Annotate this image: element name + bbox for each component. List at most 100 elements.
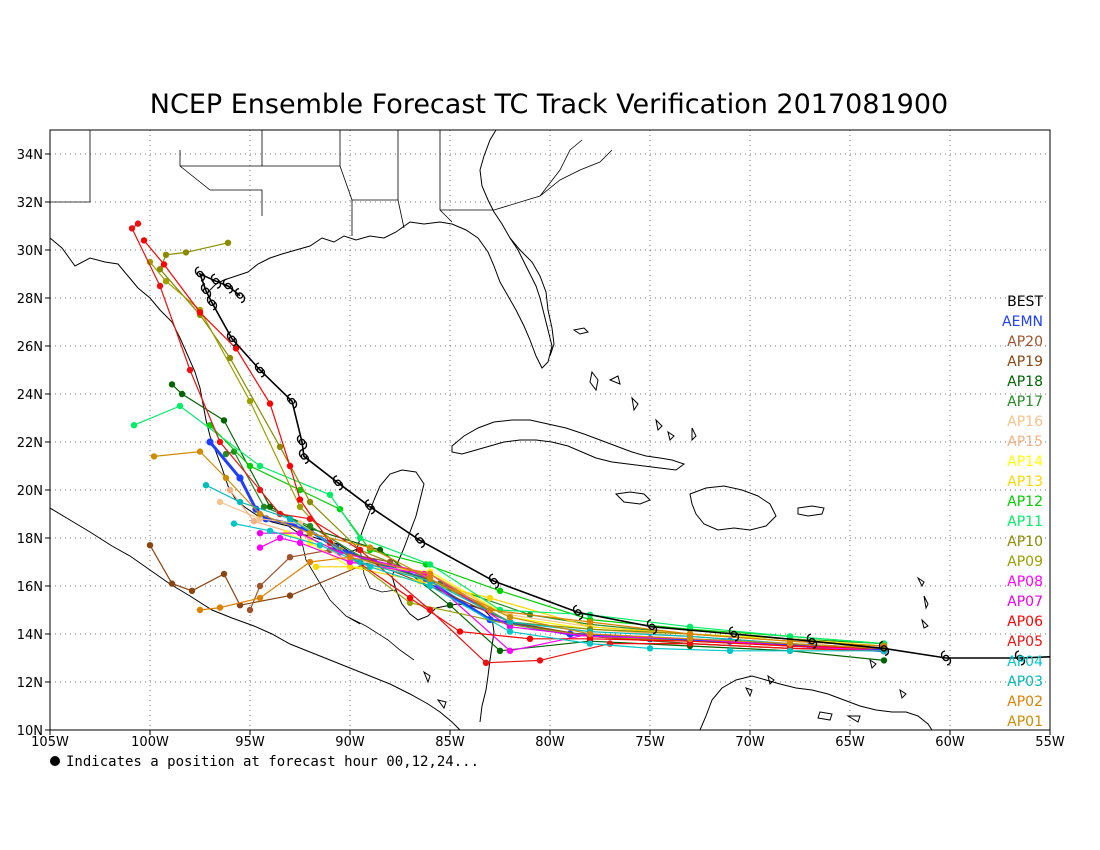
y-tick-label: 12N <box>17 676 43 691</box>
track-position-point <box>178 390 186 398</box>
track-line <box>199 556 885 647</box>
track-position-point <box>346 554 354 561</box>
track-position-point <box>196 309 204 316</box>
track-position-point <box>686 630 694 638</box>
track-position-point <box>266 527 274 534</box>
track-position-point <box>686 623 694 630</box>
track-position-point <box>786 640 794 647</box>
legend-entry: AP19 <box>1007 354 1043 370</box>
track-position-point <box>230 448 238 455</box>
legend-entry: AP02 <box>1007 694 1043 710</box>
track-position-point <box>726 647 734 654</box>
track-position-point <box>162 251 170 258</box>
hurricane-symbol-icon <box>728 626 740 642</box>
y-tick-label: 16N <box>17 580 43 595</box>
legend-entry: AP11 <box>1007 514 1043 530</box>
footnote-bullet <box>50 756 60 766</box>
y-tick-label: 20N <box>17 484 43 499</box>
page-title: NCEP Ensemble Forecast TC Track Verifica… <box>150 89 948 120</box>
track-position-point <box>260 503 268 510</box>
track-position-point <box>296 539 304 546</box>
x-tick-label: 70W <box>735 735 765 750</box>
hurricane-symbol-icon <box>254 362 266 378</box>
y-tick-label: 22N <box>17 436 43 451</box>
track-position-point <box>496 587 504 594</box>
track-position-point <box>326 491 334 498</box>
hurricane-symbol-icon <box>286 393 298 409</box>
track-position-point <box>168 580 176 587</box>
track-position-point <box>312 563 320 570</box>
central-america-coast <box>50 507 461 730</box>
track-position-point <box>286 592 294 599</box>
track-position-point <box>646 645 654 652</box>
hurricane-symbol-icon <box>332 475 344 491</box>
y-tick-label: 26N <box>17 340 43 355</box>
ensemble-tracks <box>128 220 888 666</box>
hurricane-symbol-icon <box>296 434 308 450</box>
track-position-point <box>256 510 264 518</box>
ensemble-track <box>156 239 888 650</box>
track-position-point <box>220 570 228 578</box>
track-line <box>205 484 885 649</box>
legend: BEST AEMN AP20 AP19 AP18 AP17 AP16 AP15 AP14 AP13… <box>1002 294 1043 730</box>
track-position-point <box>226 486 234 494</box>
legend-entry: AP08 <box>1007 574 1043 590</box>
track-position-point <box>246 606 254 614</box>
footnote-text: Indicates a position at forecast hour 00… <box>66 754 479 770</box>
best-track <box>194 266 1050 666</box>
y-tick-label: 28N <box>17 292 43 307</box>
track-position-point <box>150 453 158 460</box>
x-tick-label: 95W <box>235 735 265 750</box>
track-position-point <box>236 498 244 506</box>
track-position-point <box>256 515 264 522</box>
track-position-point <box>406 599 414 606</box>
legend-entry: AP01 <box>1007 714 1043 730</box>
hurricane-symbol-icon <box>488 573 500 589</box>
x-tick-label: 65W <box>835 735 865 750</box>
legend-entry: AP03 <box>1007 674 1043 690</box>
legend-entry: AP18 <box>1007 374 1043 390</box>
track-position-point <box>426 570 434 578</box>
track-line <box>219 501 885 647</box>
track-position-point <box>256 582 264 590</box>
ensemble-track <box>196 554 888 650</box>
track-position-point <box>188 587 196 594</box>
state-borders <box>50 130 613 236</box>
track-position-point <box>296 486 304 494</box>
x-tick-label: 60W <box>935 735 965 750</box>
track-position-point <box>586 635 594 642</box>
track-position-point <box>216 498 224 506</box>
track-position-point <box>256 462 264 470</box>
track-position-point <box>306 522 314 530</box>
grid-lines <box>50 130 1050 730</box>
hurricane-symbol-icon <box>210 273 222 289</box>
puerto-rico-outline <box>797 505 825 517</box>
track-position-point <box>686 635 694 642</box>
track-position-point <box>482 659 490 666</box>
track-position-point <box>406 594 414 602</box>
track-position-point <box>456 628 464 635</box>
x-tick-label: 80W <box>535 735 565 750</box>
track-position-point <box>236 474 244 482</box>
track-position-point <box>182 249 190 256</box>
track-position-point <box>426 582 434 590</box>
track-position-point <box>156 282 164 290</box>
legend-entry: AP13 <box>1007 474 1043 490</box>
y-tick-label: 32N <box>17 196 43 211</box>
track-position-point <box>250 518 258 525</box>
track-position-point <box>246 398 254 405</box>
x-tick-label: 90W <box>335 735 365 750</box>
track-position-point <box>196 448 204 455</box>
track-position-point <box>216 604 224 611</box>
track-position-point <box>506 623 514 630</box>
yucatan-peninsula <box>355 469 437 621</box>
track-position-point <box>220 417 228 424</box>
hurricane-symbol-icon <box>572 604 584 621</box>
track-position-point <box>256 530 264 537</box>
track-position-point <box>296 520 304 527</box>
y-tick-label: 30N <box>17 244 43 259</box>
track-position-point <box>162 278 170 285</box>
track-position-point <box>296 530 304 537</box>
legend-entry: AP15 <box>1007 434 1043 450</box>
track-position-point <box>506 614 514 621</box>
